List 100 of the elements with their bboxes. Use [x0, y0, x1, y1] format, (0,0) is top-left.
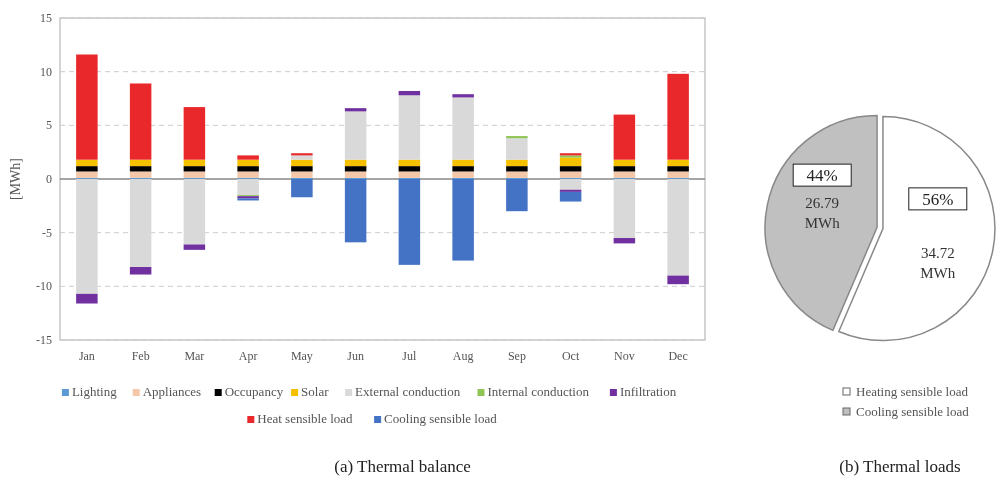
- pie-slice: [838, 115, 996, 342]
- y-tick-label: 5: [46, 118, 52, 133]
- bar: [76, 54, 98, 160]
- bar: [183, 166, 206, 172]
- legend-label: Internal conduction: [487, 384, 590, 399]
- bar: [183, 244, 206, 250]
- bar: [291, 159, 313, 167]
- bar: [129, 179, 152, 268]
- x-tick-label: Mar: [184, 349, 205, 363]
- legend-label: Lighting: [71, 384, 118, 399]
- text: (b) Thermal loads: [839, 457, 961, 476]
- bar: [452, 171, 474, 178]
- bar: [344, 111, 367, 160]
- bar: [613, 114, 636, 160]
- bar: [237, 179, 259, 196]
- bar: [559, 179, 582, 190]
- bar: [667, 73, 689, 160]
- bar: [183, 171, 206, 178]
- y-tick-label: -15: [36, 333, 52, 347]
- bar: [398, 166, 421, 172]
- text: 44%: [806, 166, 838, 186]
- bar: [613, 159, 636, 167]
- bar: [344, 166, 367, 172]
- x-tick-label: Jul: [402, 349, 418, 363]
- y-tick-label: 10: [40, 64, 52, 79]
- x-tick-label: Apr: [238, 349, 258, 363]
- bar: [291, 179, 313, 198]
- x-tick-label: Dec: [668, 349, 688, 363]
- bar: [559, 191, 582, 202]
- bar: [344, 159, 367, 167]
- bar: [506, 138, 528, 160]
- bar: [506, 171, 528, 178]
- legend-label: Appliances: [142, 384, 202, 399]
- bar: [559, 166, 582, 172]
- bar: [129, 159, 152, 167]
- text: (a) Thermal balance: [334, 457, 471, 476]
- slice-label: Heating sensible load: [856, 384, 969, 399]
- bar: [506, 166, 528, 172]
- y-tick-label: -5: [42, 225, 52, 240]
- bar: [613, 179, 636, 239]
- bar: [506, 179, 528, 212]
- text: 56%: [922, 189, 954, 209]
- x-tick-label: May: [290, 349, 313, 363]
- bar: [344, 179, 367, 243]
- y-tick-label: 0: [46, 172, 52, 186]
- bar: [237, 155, 259, 160]
- bar: [237, 171, 259, 178]
- bar: [76, 179, 98, 294]
- bar: [613, 171, 636, 178]
- bar: [76, 171, 98, 178]
- legend-label: Heat sensible load: [257, 411, 354, 426]
- bar: [613, 238, 636, 244]
- bar: [452, 166, 474, 172]
- bar: [237, 159, 259, 167]
- bar: [559, 171, 582, 178]
- bar: [667, 171, 689, 178]
- bar: [291, 171, 313, 178]
- bar: [129, 267, 152, 275]
- data-label: 26.79 MWh: [804, 195, 841, 232]
- legend-label: Cooling sensible load: [384, 411, 498, 426]
- bar: [559, 157, 582, 167]
- x-tick-label: Jan: [78, 349, 95, 363]
- bar: [291, 153, 313, 156]
- bar: [452, 159, 474, 167]
- bar: [452, 179, 474, 261]
- bar: [183, 159, 206, 167]
- bar: [452, 94, 474, 98]
- x-tick-label: Jun: [347, 349, 364, 363]
- legend-label: Cooling sensible load: [856, 404, 970, 419]
- bar: [129, 83, 152, 160]
- bar: [398, 95, 421, 160]
- legend-label: Occupancy: [224, 384, 284, 399]
- bar: [667, 275, 689, 285]
- bar: [129, 171, 152, 178]
- bar: [344, 108, 367, 112]
- bar: [76, 166, 98, 172]
- bar: [183, 179, 206, 245]
- bar: [398, 90, 421, 96]
- x-tick-label: Feb: [131, 349, 150, 363]
- bar: [291, 155, 313, 160]
- y-tick-label: 15: [40, 11, 52, 25]
- legend-label: Solar: [301, 384, 330, 399]
- x-tick-label: Oct: [561, 349, 580, 363]
- legend-label: External conduction: [355, 384, 461, 399]
- bar: [291, 166, 313, 172]
- data-label: 34.72 MWh: [920, 244, 956, 281]
- bar: [667, 179, 689, 276]
- bar: [667, 166, 689, 172]
- bar: [613, 166, 636, 172]
- bar: [76, 293, 98, 304]
- bar: [506, 136, 528, 139]
- bar: [452, 97, 474, 160]
- y-tick-label: -10: [36, 279, 52, 294]
- x-tick-label: Sep: [507, 349, 526, 363]
- bar: [237, 166, 259, 172]
- bar: [183, 107, 206, 160]
- bar: [76, 159, 98, 167]
- bar: [398, 171, 421, 178]
- bar: [506, 159, 528, 167]
- bar: [129, 166, 152, 172]
